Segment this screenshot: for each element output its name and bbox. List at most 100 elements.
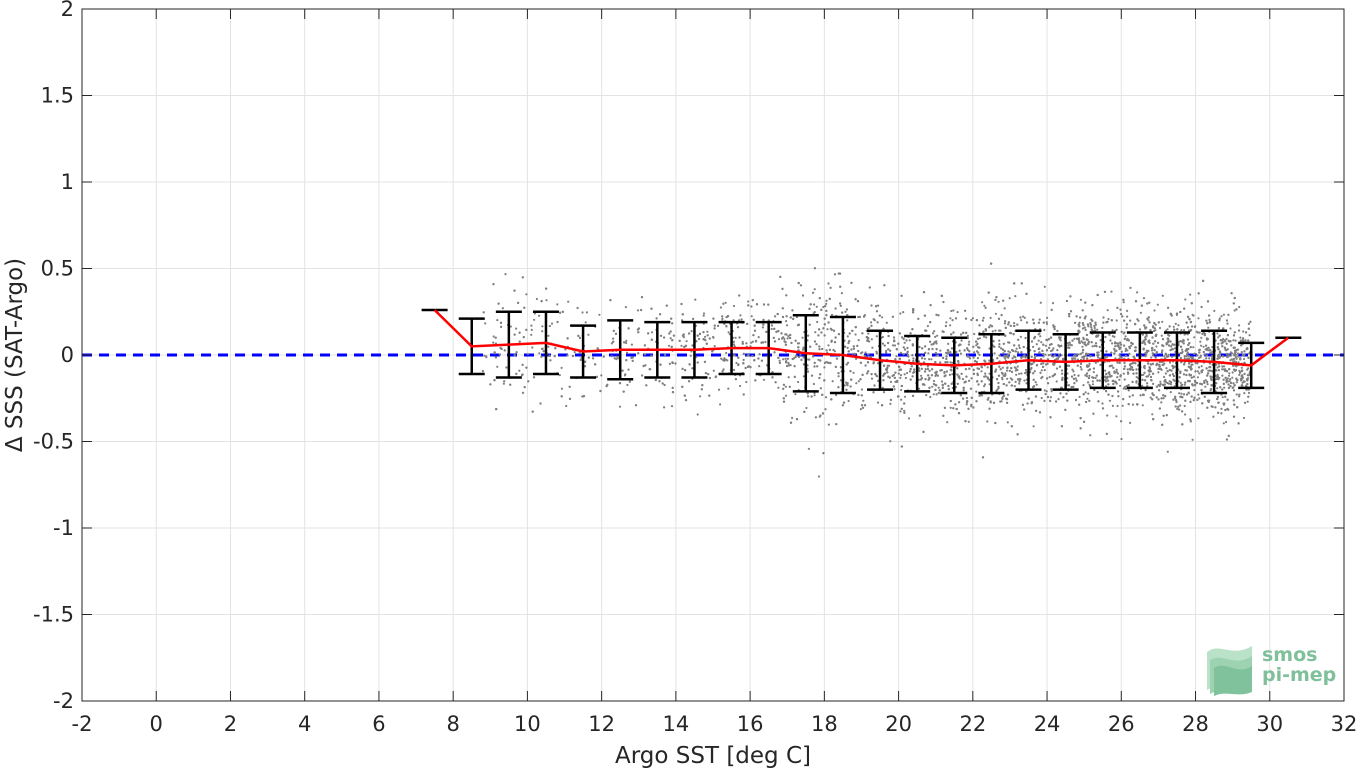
scatter-point (818, 348, 821, 351)
scatter-point (493, 379, 496, 382)
scatter-point (616, 355, 619, 358)
scatter-point (1198, 397, 1201, 400)
scatter-point (713, 327, 716, 330)
scatter-point (1245, 331, 1248, 334)
scatter-point (1147, 349, 1150, 353)
scatter-point (737, 356, 740, 359)
scatter-point (1198, 331, 1201, 334)
scatter-point (1116, 376, 1119, 379)
scatter-point (872, 391, 875, 394)
scatter-point (1224, 408, 1227, 412)
scatter-point (935, 393, 938, 396)
scatter-point (876, 401, 880, 404)
scatter-point (1011, 378, 1014, 381)
scatter-point (906, 351, 909, 354)
scatter-point (903, 341, 906, 344)
scatter-point (921, 347, 924, 350)
scatter-point (911, 328, 914, 331)
scatter-point (1042, 352, 1045, 356)
scatter-point (923, 314, 927, 317)
scatter-point (936, 374, 940, 377)
scatter-point (708, 337, 711, 340)
scatter-point (1062, 357, 1065, 360)
scatter-point (851, 352, 854, 355)
scatter-point (1120, 343, 1123, 346)
scatter-point (1076, 364, 1079, 367)
scatter-point (1096, 335, 1099, 338)
scatter-point (1206, 374, 1209, 377)
scatter-point (896, 395, 900, 398)
scatter-point (776, 312, 779, 316)
scatter-point (1033, 335, 1037, 339)
scatter-point (965, 403, 968, 406)
scatter-point (1092, 367, 1095, 370)
scatter-point (1234, 353, 1237, 356)
scatter-point (1162, 397, 1165, 400)
scatter-point (906, 353, 910, 356)
scatter-point (1247, 356, 1250, 359)
scatter-point (1087, 392, 1090, 395)
scatter-point (997, 381, 1000, 385)
scatter-point (921, 357, 924, 360)
scatter-point (515, 351, 518, 354)
scatter-point (1008, 381, 1011, 384)
scatter-point (967, 355, 970, 358)
scatter-point (1186, 338, 1190, 341)
scatter-point (489, 383, 492, 386)
scatter-point (1226, 398, 1229, 401)
scatter-point (741, 340, 744, 343)
scatter-point (582, 395, 586, 398)
scatter-point (1198, 372, 1201, 375)
scatter-point (835, 423, 838, 426)
scatter-point (712, 369, 715, 372)
scatter-point (997, 300, 1000, 303)
scatter-point (813, 340, 817, 343)
scatter-point (614, 332, 618, 335)
scatter-point (1127, 339, 1130, 342)
scatter-point (1129, 362, 1132, 366)
scatter-point (1090, 341, 1093, 344)
scatter-point (818, 345, 821, 348)
scatter-point (802, 348, 805, 351)
scatter-point (682, 333, 685, 336)
scatter-point (1247, 391, 1251, 394)
scatter-point (1242, 416, 1246, 420)
scatter-point (685, 340, 688, 343)
scatter-point (1035, 343, 1038, 346)
scatter-point (1009, 324, 1012, 327)
scatter-point (998, 345, 1001, 348)
scatter-point (1046, 316, 1049, 319)
scatter-point (1079, 298, 1082, 301)
scatter-point (492, 283, 495, 286)
scatter-point (940, 294, 943, 297)
scatter-point (1202, 350, 1205, 354)
scatter-point (1032, 345, 1035, 348)
scatter-point (1203, 381, 1206, 384)
scatter-point (1183, 333, 1186, 336)
scatter-point (1161, 363, 1164, 366)
scatter-point (847, 341, 850, 345)
scatter-point (1082, 348, 1085, 352)
scatter-point (1019, 316, 1022, 319)
scatter-point (900, 407, 903, 410)
scatter-point (680, 302, 683, 306)
scatter-point (1226, 322, 1229, 325)
scatter-point (1194, 381, 1197, 384)
scatter-point (1138, 328, 1142, 331)
scatter-point (584, 321, 587, 324)
scatter-point (1116, 361, 1119, 364)
scatter-point (1115, 349, 1118, 352)
scatter-point (822, 452, 825, 455)
scatter-point (553, 355, 556, 358)
scatter-point (1133, 349, 1137, 353)
scatter-point (775, 330, 778, 333)
scatter-point (960, 372, 963, 375)
scatter-point (1216, 397, 1219, 401)
scatter-point (1109, 339, 1112, 342)
scatter-point (1042, 365, 1045, 368)
scatter-point (1148, 366, 1151, 369)
scatter-point (1116, 344, 1119, 348)
scatter-point (1033, 350, 1036, 353)
scatter-point (1220, 342, 1223, 345)
scatter-point (726, 359, 729, 362)
